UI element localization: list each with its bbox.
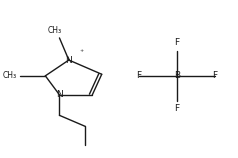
Text: F: F (174, 38, 179, 47)
Text: CH₃: CH₃ (3, 71, 17, 80)
Text: N: N (56, 90, 63, 99)
Text: N: N (65, 56, 72, 64)
Text: F: F (137, 71, 142, 80)
Text: F: F (212, 71, 217, 80)
Text: CH₃: CH₃ (48, 26, 62, 35)
Text: B: B (174, 71, 180, 80)
Text: F: F (174, 104, 179, 113)
Text: ⁺: ⁺ (80, 49, 84, 57)
